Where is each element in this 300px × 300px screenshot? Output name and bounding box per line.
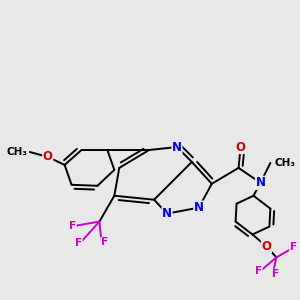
Text: CH₃: CH₃ (7, 147, 28, 157)
Text: F: F (255, 266, 262, 276)
Text: O: O (236, 140, 246, 154)
Text: N: N (172, 140, 182, 154)
Text: O: O (261, 240, 272, 253)
Text: F: F (101, 238, 108, 248)
Text: F: F (75, 238, 82, 248)
Text: N: N (162, 207, 172, 220)
Text: F: F (69, 220, 76, 231)
Text: CH₃: CH₃ (274, 158, 296, 168)
Text: F: F (290, 242, 297, 252)
Text: N: N (256, 176, 266, 189)
Text: N: N (194, 201, 204, 214)
Text: F: F (272, 269, 279, 279)
Text: O: O (43, 151, 53, 164)
